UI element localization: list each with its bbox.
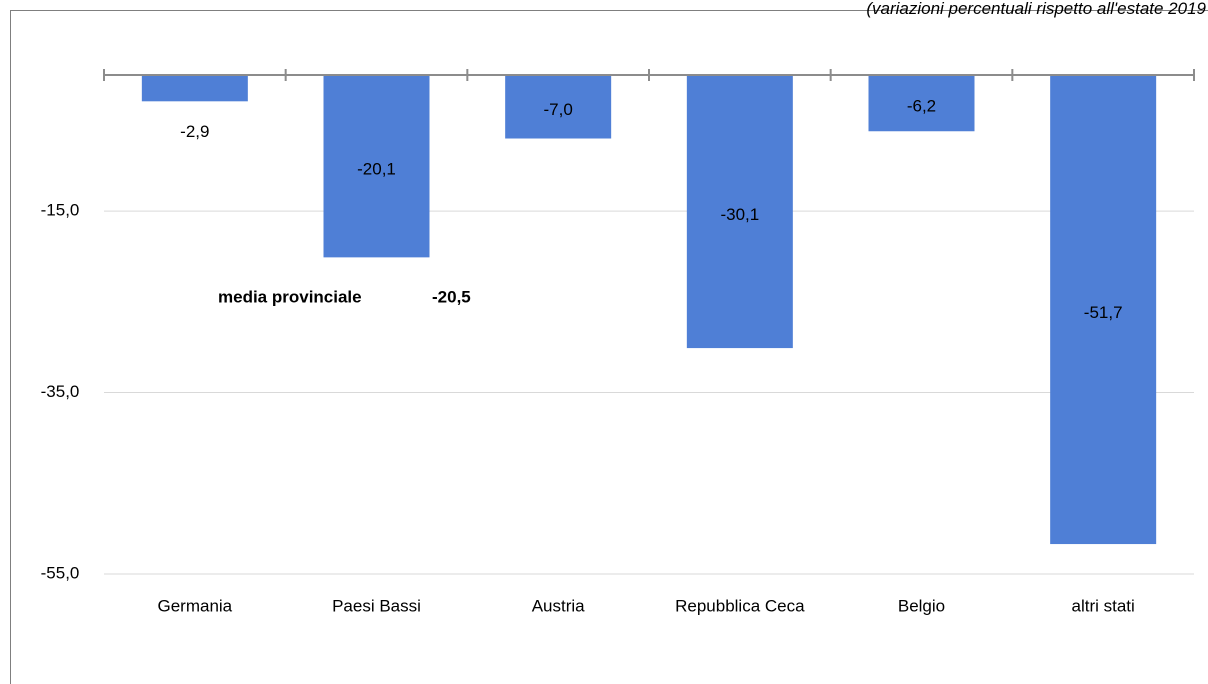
value-label: -51,7 bbox=[1084, 303, 1123, 322]
y-tick-label: -35,0 bbox=[41, 382, 80, 401]
x-tick-label: Paesi Bassi bbox=[332, 596, 421, 615]
x-tick-label: Belgio bbox=[898, 596, 945, 615]
chart-subtitle: (variazioni percentuali rispetto all'est… bbox=[866, 0, 1206, 18]
x-tick-label: Germania bbox=[158, 596, 233, 615]
bar bbox=[868, 75, 975, 132]
bar bbox=[1050, 75, 1157, 545]
reference-label: media provinciale bbox=[218, 287, 362, 306]
value-label: -2,9 bbox=[180, 122, 209, 141]
bar bbox=[686, 75, 793, 349]
x-tick-label: Repubblica Ceca bbox=[675, 596, 805, 615]
x-tick-label: Austria bbox=[532, 596, 585, 615]
value-label: -30,1 bbox=[720, 205, 759, 224]
bar bbox=[505, 75, 612, 139]
bar bbox=[323, 75, 430, 258]
value-label: -20,1 bbox=[357, 160, 396, 179]
y-tick-label: -15,0 bbox=[41, 201, 80, 220]
value-label: -6,2 bbox=[907, 97, 936, 116]
reference-value-label: -20,5 bbox=[432, 287, 471, 306]
bar bbox=[141, 75, 248, 102]
frame bbox=[10, 10, 1208, 684]
value-label: -7,0 bbox=[544, 100, 573, 119]
x-tick-label: altri stati bbox=[1072, 596, 1135, 615]
y-tick-label: -55,0 bbox=[41, 563, 80, 582]
